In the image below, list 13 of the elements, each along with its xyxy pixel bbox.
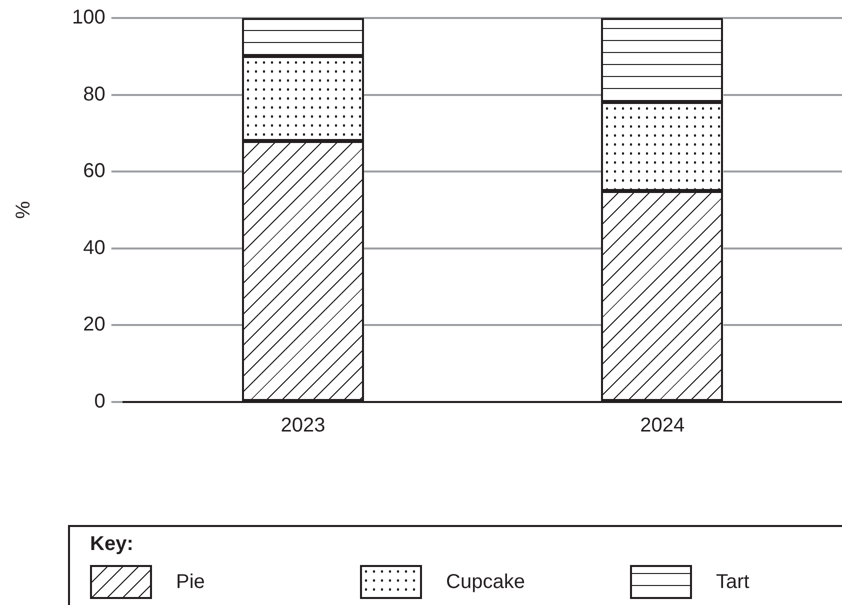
y-tick-label: 0 [94, 390, 106, 413]
legend-label: Cupcake [446, 570, 525, 594]
y-tick-label: 80 [83, 83, 106, 106]
legend-label: Tart [716, 570, 750, 594]
y-tick-label: 20 [83, 314, 106, 336]
y-tick-label: 100 [72, 6, 106, 29]
y-axis-title: % [12, 200, 35, 219]
y-tick-label: 60 [83, 160, 106, 182]
y-tick-label: 40 [83, 236, 106, 259]
x-tick-label: 2023 [280, 414, 326, 437]
x-tick-label: 2024 [640, 414, 685, 437]
legend-label: Pie [176, 570, 205, 594]
legend-title: Key: [90, 533, 134, 556]
